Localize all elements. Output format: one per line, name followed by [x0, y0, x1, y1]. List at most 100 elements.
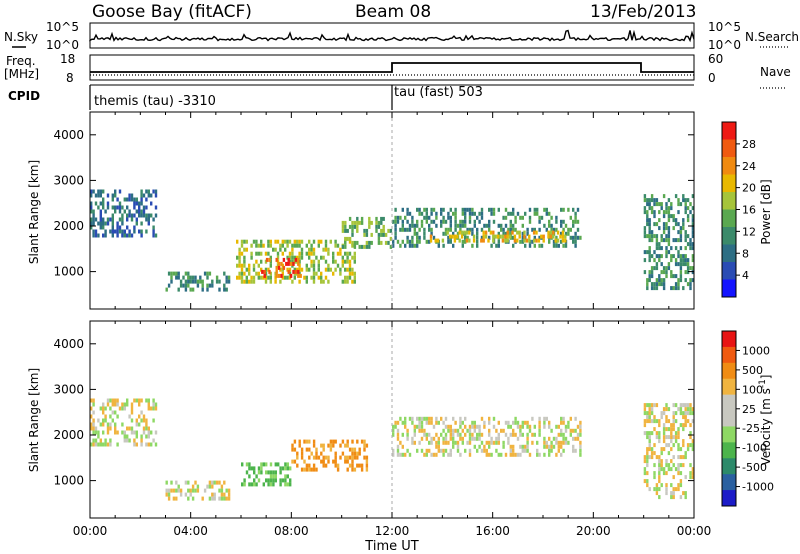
- echo-cell: [177, 287, 180, 292]
- echo-cell: [140, 197, 143, 202]
- echo-cell: [289, 261, 293, 266]
- echo-cell: [406, 428, 409, 433]
- echo-cell: [492, 207, 496, 212]
- echo-cell: [208, 496, 212, 501]
- echo-cell: [464, 235, 467, 240]
- echo-cell: [653, 198, 656, 203]
- echo-cell: [346, 455, 349, 460]
- echo-cell: [320, 451, 323, 456]
- echo-cell: [660, 254, 663, 259]
- echo-cell: [315, 467, 318, 472]
- echo-cell: [492, 238, 495, 243]
- echo-cell: [293, 239, 296, 244]
- echo-cell: [655, 455, 659, 460]
- echo-cell: [425, 452, 428, 457]
- echo-cell: [291, 259, 294, 264]
- echo-cell: [512, 211, 515, 216]
- echo-cell: [346, 439, 349, 444]
- echo-cell: [436, 238, 440, 243]
- echo-cell: [348, 236, 352, 241]
- echo-cell: [562, 432, 565, 437]
- echo-cell: [679, 246, 683, 251]
- echo-cell: [411, 223, 414, 228]
- echo-cell: [497, 432, 500, 437]
- echo-cell: [646, 198, 649, 203]
- echo-cell: [456, 444, 460, 449]
- echo-cell: [223, 283, 226, 288]
- echo-cell: [279, 466, 282, 471]
- echo-cell: [348, 224, 352, 229]
- echo-cell: [401, 452, 404, 457]
- echo-cell: [471, 211, 474, 216]
- echo-cell: [440, 432, 443, 437]
- echo-cell: [147, 442, 150, 447]
- echo-cell: [572, 207, 575, 212]
- echo-cell: [298, 267, 301, 272]
- echo-cell: [140, 438, 143, 443]
- echo-cell: [526, 420, 529, 425]
- echo-cell: [560, 432, 563, 437]
- colorbar-tick-label: 28: [742, 138, 756, 151]
- echo-cell: [394, 219, 397, 224]
- echo-cell: [92, 426, 95, 431]
- echo-cell: [401, 432, 404, 437]
- echo-cell: [660, 270, 663, 275]
- echo-cell: [691, 467, 695, 472]
- echo-cell: [291, 443, 294, 448]
- echo-cell: [104, 221, 107, 226]
- echo-cell: [243, 263, 246, 268]
- echo-cell: [561, 234, 565, 239]
- echo-cell: [480, 235, 484, 240]
- echo-cell: [245, 279, 248, 284]
- echo-cell: [655, 238, 659, 243]
- echo-cell: [245, 462, 249, 467]
- echo-cell: [238, 263, 241, 268]
- echo-cell: [425, 448, 428, 453]
- echo-cell: [408, 227, 412, 232]
- echo-cell: [252, 263, 256, 268]
- echo-cell: [243, 482, 246, 487]
- echo-cell: [552, 243, 556, 248]
- echo-cell: [145, 426, 148, 431]
- echo-cell: [451, 234, 454, 239]
- echo-cell: [191, 496, 195, 501]
- echo-cell: [145, 422, 148, 427]
- velocity-colorbar-label: Velocity [m s-1]: [758, 375, 773, 466]
- echo-cell: [418, 428, 421, 433]
- echo-cell: [312, 267, 316, 272]
- echo-cell: [353, 455, 357, 460]
- echo-cell: [298, 271, 301, 276]
- echo-cell: [524, 448, 527, 453]
- echo-cell: [179, 492, 183, 497]
- echo-cell: [297, 273, 300, 278]
- echo-cell: [432, 424, 436, 429]
- echo-cell: [245, 470, 249, 475]
- echo-cell: [492, 416, 496, 421]
- echo-cell: [464, 432, 467, 437]
- echo-cell: [552, 227, 556, 232]
- echo-cell: [452, 243, 455, 248]
- echo-cell: [97, 221, 100, 226]
- echo-cell: [674, 218, 678, 223]
- echo-cell: [123, 233, 126, 238]
- echo-cell: [454, 211, 457, 216]
- echo-cell: [501, 238, 505, 243]
- echo-cell: [187, 480, 190, 485]
- echo-cell: [488, 219, 491, 224]
- echo-cell: [643, 471, 647, 476]
- echo-cell: [277, 273, 281, 278]
- echo-cell: [648, 419, 651, 424]
- echo-cell: [502, 444, 505, 449]
- echo-cell: [287, 257, 290, 262]
- echo-cell: [686, 234, 690, 239]
- colorbar-swatch: [722, 442, 736, 459]
- echo-cell: [317, 267, 320, 272]
- echo-cell: [670, 431, 673, 436]
- echo-cell: [201, 287, 204, 292]
- echo-cell: [298, 279, 301, 284]
- echo-cell: [145, 189, 148, 194]
- echo-cell: [646, 435, 649, 440]
- echo-cell: [94, 193, 98, 198]
- echo-cell: [109, 438, 112, 443]
- echo-cell: [468, 448, 472, 453]
